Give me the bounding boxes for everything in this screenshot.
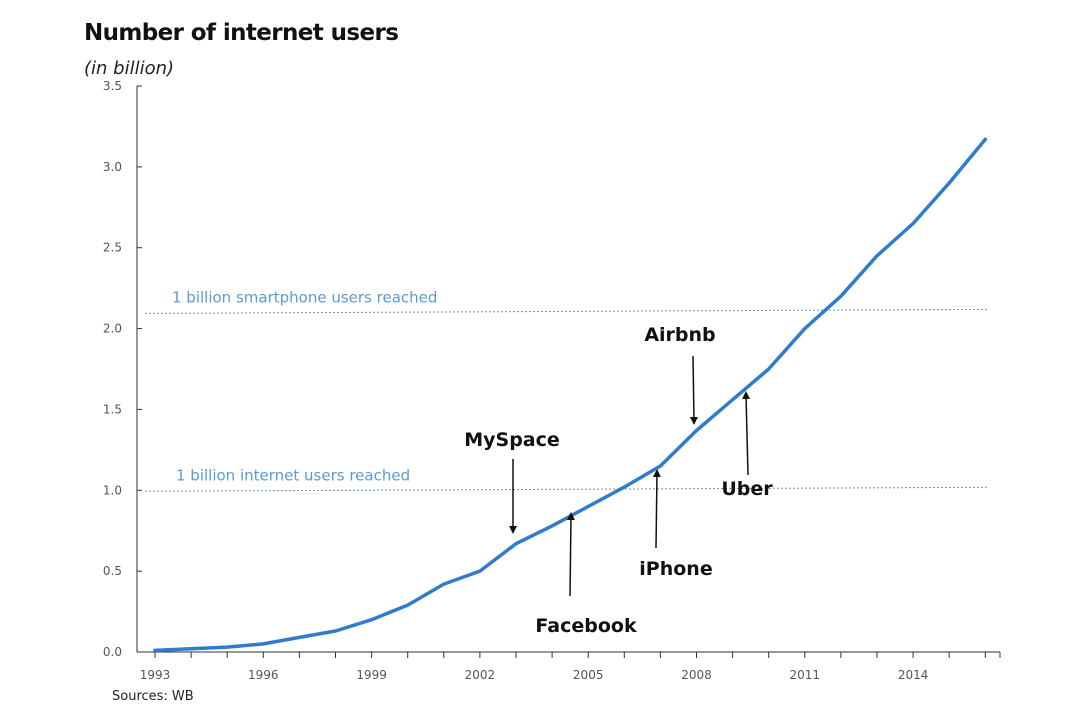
source-note: Sources: WB xyxy=(112,689,194,704)
annotation-label: Facebook xyxy=(535,615,637,637)
y-tick-label: 2.5 xyxy=(103,241,122,255)
annotation-label: MySpace xyxy=(464,429,560,451)
chart-subtitle: (in billion) xyxy=(84,58,175,79)
y-tick-label: 2.0 xyxy=(103,322,122,336)
x-tick-label: 2014 xyxy=(898,668,929,682)
reference-line-label: 1 billion smartphone users reached xyxy=(172,288,437,306)
annotation-label: Airbnb xyxy=(644,324,715,346)
x-tick-label: 2011 xyxy=(790,668,821,682)
y-tick-label: 0.0 xyxy=(103,645,122,659)
x-tick-label: 1999 xyxy=(356,668,387,682)
x-tick-label: 2002 xyxy=(465,668,496,682)
annotation-arrow xyxy=(742,391,751,476)
x-tick-label: 2008 xyxy=(681,668,712,682)
x-tick-label: 1993 xyxy=(140,668,171,682)
y-tick-label: 1.5 xyxy=(103,402,122,416)
y-tick-label: 3.0 xyxy=(103,160,122,174)
y-tick-label: 0.5 xyxy=(103,564,122,578)
annotation-label: iPhone xyxy=(639,558,712,580)
annotation-arrow xyxy=(566,512,575,597)
y-tick-label: 3.5 xyxy=(103,79,122,93)
chart-title: Number of internet users xyxy=(84,20,399,46)
reference-line-label: 1 billion internet users reached xyxy=(176,466,410,484)
annotation-label: Uber xyxy=(721,478,773,500)
y-tick-label: 1.0 xyxy=(103,483,122,497)
x-tick-label: 1996 xyxy=(248,668,279,682)
annotation-arrow xyxy=(652,469,661,549)
annotation-arrow xyxy=(689,355,698,425)
x-tick-label: 2005 xyxy=(573,668,604,682)
reference-line xyxy=(144,308,989,314)
reference-line xyxy=(144,486,989,492)
